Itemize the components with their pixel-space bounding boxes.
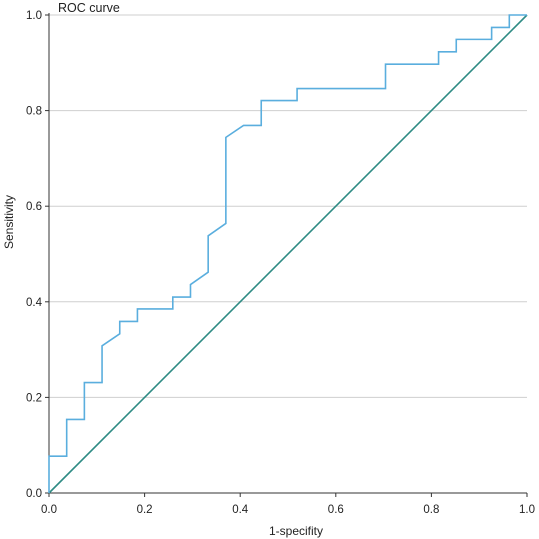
x-tick-label: 0.2 — [137, 504, 153, 516]
x-tick-label: 0.0 — [41, 504, 57, 516]
x-tick-label: 0.4 — [232, 504, 249, 516]
series-layer — [48, 14, 528, 494]
x-axis-title: 1-specifity — [269, 524, 323, 538]
y-tick-label: 1.0 — [26, 10, 42, 22]
x-tick-label: 0.8 — [423, 504, 439, 516]
y-tick-labels: 0.0 0.2 0.4 0.6 0.8 1.0 — [26, 10, 43, 500]
roc-series-line — [48, 14, 527, 493]
reference-line — [48, 14, 528, 494]
axes — [45, 13, 528, 497]
y-tick-label: 0.2 — [26, 392, 42, 404]
y-tick-label: 0.8 — [26, 106, 42, 118]
y-tick-label: 0.6 — [26, 201, 42, 213]
y-tick-label: 0.4 — [26, 297, 43, 309]
x-tick-label: 1.0 — [519, 504, 535, 516]
grid-lines — [49, 14, 527, 398]
y-tick-label: 0.0 — [26, 488, 42, 500]
chart-title: ROC curve — [58, 1, 120, 15]
y-axis-title: Sensitivity — [2, 195, 16, 249]
x-tick-labels: 0.0 0.2 0.4 0.6 0.8 1.0 — [41, 504, 535, 516]
x-tick-label: 0.6 — [328, 504, 344, 516]
